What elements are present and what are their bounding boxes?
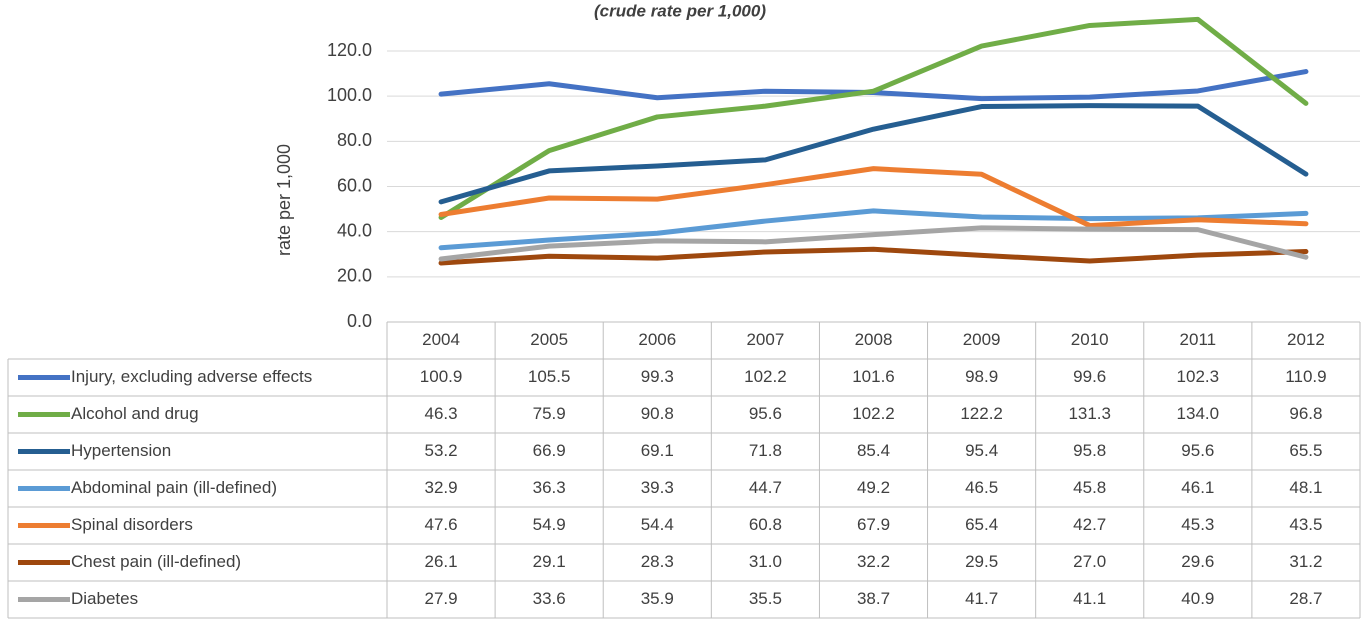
table-cell: 102.2	[744, 367, 787, 386]
table-cell: 42.7	[1073, 515, 1106, 534]
series-line	[438, 225, 1309, 262]
table-cell: 96.8	[1289, 404, 1322, 423]
y-tick-label: 100.0	[327, 85, 372, 105]
table-cell: 102.3	[1177, 367, 1220, 386]
table-cell: 131.3	[1068, 404, 1111, 423]
table-cell: 33.6	[533, 589, 566, 608]
x-tick-label: 2009	[963, 330, 1001, 349]
y-tick-label: 40.0	[337, 220, 372, 240]
table-cell: 26.1	[425, 552, 458, 571]
table-cell: 46.1	[1181, 478, 1214, 497]
table-cell: 71.8	[749, 441, 782, 460]
table-cell: 27.0	[1073, 552, 1106, 571]
legend-label: Injury, excluding adverse effects	[71, 367, 312, 386]
table-cell: 95.6	[749, 404, 782, 423]
table-cell: 43.5	[1289, 515, 1322, 534]
table-cell: 99.3	[641, 367, 674, 386]
table-cell: 35.5	[749, 589, 782, 608]
table-cell: 41.7	[965, 589, 998, 608]
table-cell: 134.0	[1177, 404, 1220, 423]
table-cell: 67.9	[857, 515, 890, 534]
table-cell: 29.6	[1181, 552, 1214, 571]
table-cell: 69.1	[641, 441, 674, 460]
table-cell: 38.7	[857, 589, 890, 608]
x-tick-label: 2011	[1180, 330, 1217, 349]
y-tick-label: 20.0	[337, 266, 372, 286]
table-cell: 32.2	[857, 552, 890, 571]
legend-label: Chest pain (ill-defined)	[71, 552, 241, 571]
table-cell: 31.0	[749, 552, 782, 571]
table-cell: 95.4	[965, 441, 998, 460]
table-cell: 39.3	[641, 478, 674, 497]
table-cell: 90.8	[641, 404, 674, 423]
table-cell: 41.1	[1073, 589, 1106, 608]
series-line	[438, 208, 1309, 251]
table-cell: 66.9	[533, 441, 566, 460]
table-cell: 49.2	[857, 478, 890, 497]
x-tick-label: 2005	[530, 330, 568, 349]
table-cell: 29.5	[965, 552, 998, 571]
table-cell: 110.9	[1285, 367, 1326, 386]
x-tick-label: 2007	[746, 330, 784, 349]
y-tick-label: 80.0	[337, 130, 372, 150]
table-cell: 36.3	[533, 478, 566, 497]
legend-label: Hypertension	[71, 441, 171, 460]
y-tick-label: 60.0	[337, 175, 372, 195]
table-cell: 65.5	[1289, 441, 1322, 460]
table-cell: 47.6	[425, 515, 458, 534]
table-cell: 100.9	[420, 367, 463, 386]
table-cell: 45.8	[1073, 478, 1106, 497]
y-tick-label: 120.0	[327, 40, 372, 60]
table-cell: 28.3	[641, 552, 674, 571]
table-cell: 27.9	[425, 589, 458, 608]
table-cell: 98.9	[965, 367, 998, 386]
legend-label: Diabetes	[71, 589, 138, 608]
table-cell: 29.1	[533, 552, 566, 571]
x-tick-label: 2012	[1287, 330, 1325, 349]
table-cell: 95.8	[1073, 441, 1106, 460]
table-cell: 46.5	[965, 478, 998, 497]
table-cell: 48.1	[1289, 478, 1322, 497]
y-tick-label: 0.0	[347, 311, 372, 331]
table-cell: 99.6	[1073, 367, 1106, 386]
table-cell: 54.4	[641, 515, 674, 534]
table-cell: 28.7	[1289, 589, 1322, 608]
table-cell: 105.5	[528, 367, 571, 386]
series-line	[438, 166, 1309, 229]
table-cell: 35.9	[641, 589, 674, 608]
x-tick-label: 2004	[422, 330, 460, 349]
chart-subtitle: (crude rate per 1,000)	[594, 1, 766, 20]
series-line	[438, 69, 1309, 102]
legend-label: Alcohol and drug	[71, 404, 199, 423]
table-cell: 101.6	[852, 367, 895, 386]
series-line	[438, 246, 1309, 266]
x-tick-label: 2006	[638, 330, 676, 349]
x-tick-label: 2008	[855, 330, 893, 349]
table-cell: 75.9	[533, 404, 566, 423]
table-cell: 45.3	[1181, 515, 1214, 534]
table-cell: 60.8	[749, 515, 782, 534]
table-cell: 65.4	[965, 515, 998, 534]
table-cell: 54.9	[533, 515, 566, 534]
table-cell: 102.2	[852, 404, 895, 423]
table-cell: 32.9	[425, 478, 458, 497]
table-cell: 44.7	[749, 478, 782, 497]
series-line	[438, 103, 1309, 205]
legend-label: Spinal disorders	[71, 515, 193, 534]
y-axis-label: rate per 1,000	[274, 144, 294, 256]
table-cell: 53.2	[425, 441, 458, 460]
table-cell: 31.2	[1289, 552, 1322, 571]
x-tick-label: 2010	[1071, 330, 1109, 349]
table-cell: 95.6	[1181, 441, 1214, 460]
legend-label: Abdominal pain (ill-defined)	[71, 478, 277, 497]
table-cell: 46.3	[425, 404, 458, 423]
table-cell: 40.9	[1181, 589, 1214, 608]
table-cell: 85.4	[857, 441, 890, 460]
series-line	[438, 16, 1309, 220]
table-cell: 122.2	[960, 404, 1003, 423]
